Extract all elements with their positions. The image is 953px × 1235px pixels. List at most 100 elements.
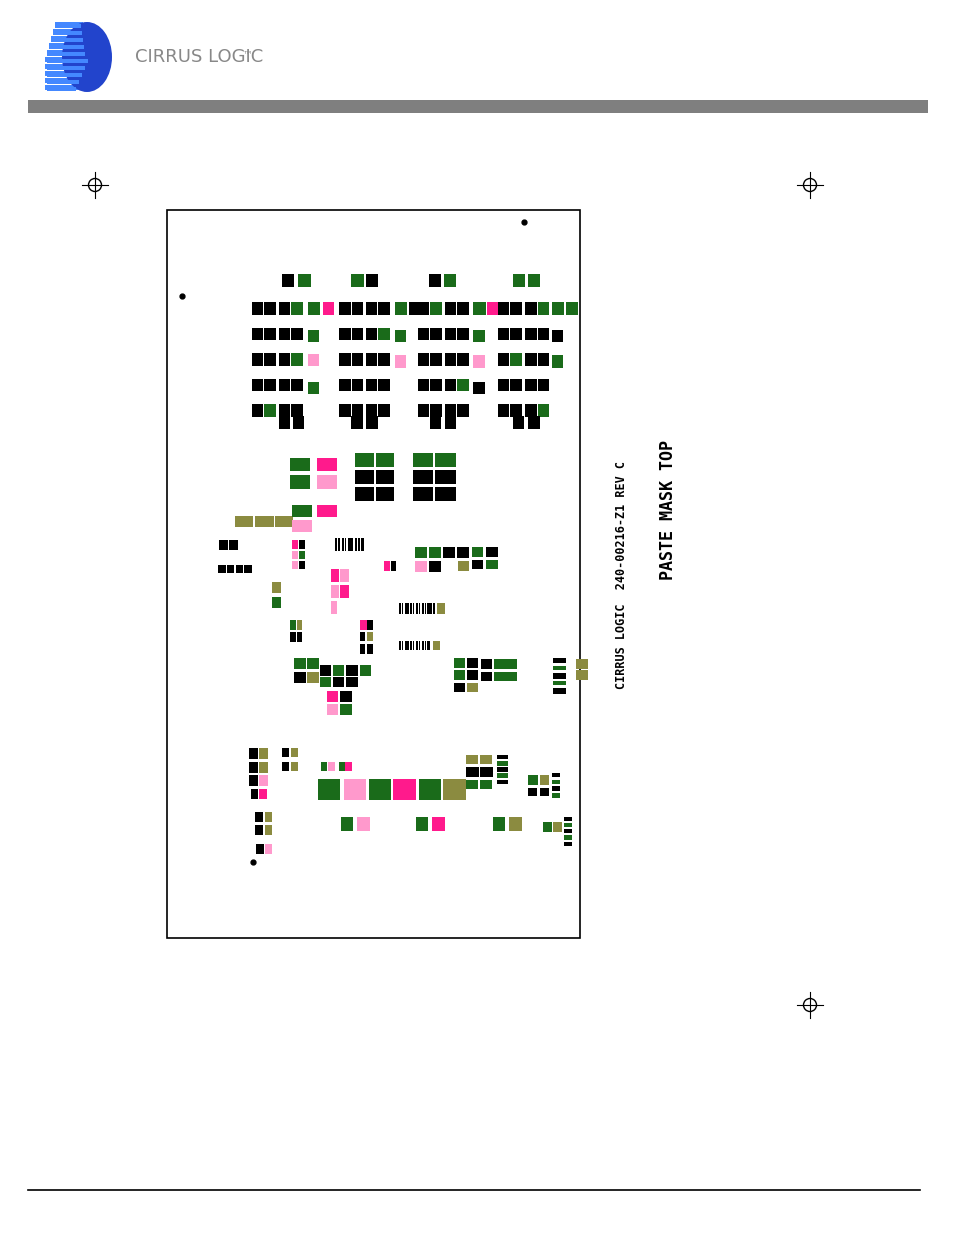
Bar <box>537 327 549 340</box>
Bar <box>292 561 297 569</box>
Bar <box>465 767 478 777</box>
Bar <box>259 762 268 773</box>
Bar <box>365 353 376 366</box>
Bar <box>421 603 423 614</box>
Bar <box>316 505 336 517</box>
Bar <box>442 547 455 558</box>
Bar <box>393 779 416 799</box>
Bar <box>357 816 370 831</box>
Bar <box>494 672 505 682</box>
Bar <box>53 31 82 35</box>
Bar <box>331 585 338 598</box>
Bar <box>398 603 400 614</box>
Bar <box>408 303 419 315</box>
Bar <box>427 641 429 651</box>
Bar <box>553 688 565 694</box>
Bar <box>424 603 425 614</box>
Bar <box>340 704 352 715</box>
Bar <box>167 210 579 939</box>
Bar <box>351 274 363 287</box>
Bar <box>528 776 537 785</box>
Bar <box>278 353 290 366</box>
Bar <box>252 353 263 366</box>
Bar <box>365 327 376 340</box>
Bar <box>47 49 91 56</box>
Bar <box>413 453 433 467</box>
Bar <box>551 773 559 778</box>
Bar <box>344 538 346 551</box>
Bar <box>355 488 374 501</box>
Bar <box>249 747 258 758</box>
Bar <box>366 416 377 429</box>
Bar <box>28 100 927 112</box>
Bar <box>497 779 508 784</box>
Bar <box>537 379 549 391</box>
Bar <box>525 353 537 366</box>
Bar <box>539 776 549 785</box>
Bar <box>418 603 419 614</box>
Bar <box>47 59 88 63</box>
Bar <box>291 303 302 315</box>
Bar <box>278 303 290 315</box>
Bar <box>264 303 275 315</box>
Bar <box>219 541 228 550</box>
Bar <box>395 356 406 368</box>
Bar <box>45 70 87 77</box>
Bar <box>563 823 572 827</box>
Bar <box>278 416 290 429</box>
Bar <box>472 559 483 569</box>
Bar <box>551 303 563 315</box>
Bar <box>375 488 394 501</box>
Bar <box>457 561 469 571</box>
Bar <box>291 379 302 391</box>
Bar <box>307 354 318 367</box>
Bar <box>513 274 525 287</box>
Bar <box>45 64 90 69</box>
Bar <box>357 538 359 551</box>
Bar <box>45 57 92 62</box>
Bar <box>53 28 85 35</box>
Bar <box>340 585 348 598</box>
Bar <box>296 632 302 642</box>
Bar <box>352 379 363 391</box>
Bar <box>510 303 521 315</box>
Bar <box>351 416 362 429</box>
Bar <box>418 641 419 651</box>
Bar <box>497 761 508 766</box>
Bar <box>291 747 298 757</box>
Bar <box>404 603 406 614</box>
Bar <box>307 672 318 683</box>
Bar <box>443 779 465 799</box>
Bar <box>525 327 537 340</box>
Bar <box>444 404 456 416</box>
Bar <box>328 762 335 771</box>
Bar <box>252 327 263 340</box>
Bar <box>338 303 350 315</box>
Bar <box>395 303 407 315</box>
Bar <box>365 303 376 315</box>
Bar <box>341 538 344 551</box>
Bar <box>367 645 373 653</box>
Bar <box>51 36 87 41</box>
Bar <box>413 488 433 501</box>
Bar <box>553 666 565 669</box>
Bar <box>259 789 267 799</box>
Bar <box>410 641 412 651</box>
Bar <box>465 779 477 789</box>
Bar <box>413 641 414 651</box>
Bar <box>472 547 483 557</box>
Bar <box>359 620 367 630</box>
Bar <box>45 78 84 83</box>
Bar <box>430 353 441 366</box>
Bar <box>378 303 390 315</box>
Bar <box>352 303 363 315</box>
Bar <box>335 538 337 551</box>
Bar <box>576 659 587 669</box>
Text: ™: ™ <box>243 49 253 59</box>
Bar <box>528 274 539 287</box>
Bar <box>264 353 275 366</box>
Bar <box>249 762 258 773</box>
Bar <box>264 404 275 416</box>
Bar <box>235 564 243 573</box>
Bar <box>429 561 441 572</box>
